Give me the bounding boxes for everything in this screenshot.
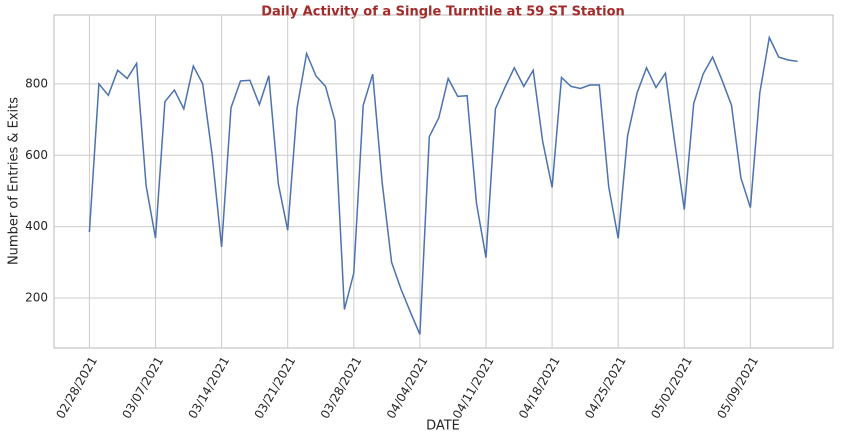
x-tick-label: 04/04/2021 bbox=[384, 354, 431, 421]
x-tick-label: 04/18/2021 bbox=[516, 354, 563, 421]
x-tick-label: 05/02/2021 bbox=[648, 354, 695, 421]
x-tick-label: 04/25/2021 bbox=[582, 354, 629, 421]
y-tick-label: 800 bbox=[25, 76, 48, 90]
x-tick-label: 02/28/2021 bbox=[53, 354, 100, 421]
x-tick-label: 05/09/2021 bbox=[714, 354, 761, 421]
x-tick-label: 03/07/2021 bbox=[119, 354, 166, 421]
data-line bbox=[88, 35, 798, 335]
y-axis-label: Number of Entries & Exits bbox=[7, 97, 22, 265]
x-tick-label: 03/21/2021 bbox=[252, 354, 299, 421]
x-tick-label: 03/14/2021 bbox=[186, 354, 233, 421]
x-tick-label: 03/28/2021 bbox=[318, 354, 365, 421]
x-tick-label: 04/11/2021 bbox=[450, 354, 497, 421]
plot-area bbox=[53, 14, 834, 349]
x-axis-label: DATE bbox=[426, 419, 460, 434]
y-tick-label: 400 bbox=[25, 219, 48, 233]
y-tick-label: 600 bbox=[25, 148, 48, 162]
chart-title: Daily Activity of a Single Turntile at 5… bbox=[261, 5, 625, 20]
y-tick-label: 200 bbox=[25, 291, 48, 305]
